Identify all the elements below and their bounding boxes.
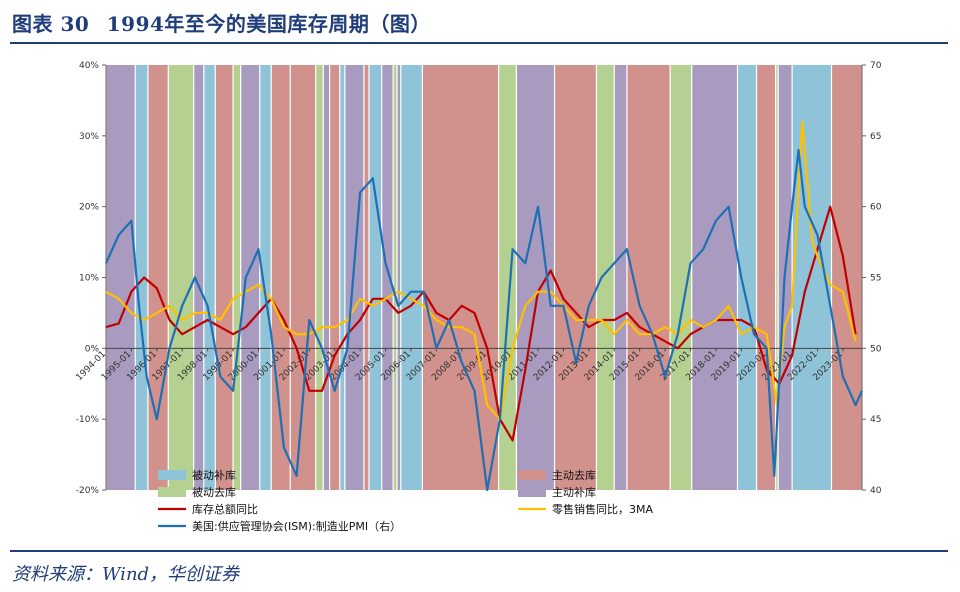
left-tick-label: 30% (79, 132, 99, 142)
right-tick-label: 50 (870, 344, 882, 354)
bottom-divider (10, 550, 948, 552)
phase-band-active-restock (106, 65, 136, 490)
phase-band-active-destock (554, 65, 597, 490)
phase-band-active-restock (381, 65, 394, 490)
series-line-inventory (105, 205, 857, 442)
right-tick-label: 65 (870, 132, 881, 142)
phase-band-active-destock (756, 65, 776, 490)
phase-band-passive-restock (400, 65, 423, 490)
figure-label: 图表 30 (12, 12, 90, 36)
phase-band-active-restock (323, 65, 330, 490)
phase-band-passive-destock (498, 65, 517, 490)
legend-label-pmi: 美国:供应管理协会(ISM):制造业PMI（右） (192, 519, 401, 533)
left-tick-label: 40% (79, 61, 99, 71)
phase-band-active-destock (363, 65, 370, 490)
left-tick-label: 10% (79, 274, 99, 284)
phase-band-passive-destock (670, 65, 692, 490)
figure-title: 1994年至今的美国库存周期（图） (106, 12, 431, 36)
series-line-pmi (104, 148, 864, 492)
right-tick-label: 55 (870, 274, 881, 284)
legend-swatch-active-destock (518, 470, 546, 480)
phase-band-passive-destock (775, 65, 779, 490)
phase-band-passive-restock (339, 65, 345, 490)
phase-band-passive-restock (203, 65, 216, 490)
phase-band-passive-destock (168, 65, 194, 490)
phase-band-active-destock (147, 65, 169, 490)
left-tick-label: 0% (85, 344, 100, 354)
phase-band-passive-destock (596, 65, 615, 490)
legend-label-passive-destock: 被动去库 (192, 486, 236, 499)
phase-band-active-restock (240, 65, 260, 490)
legend-label-retail: 零售销售同比，3MA (552, 502, 653, 516)
phase-band-active-restock (193, 65, 204, 490)
phase-band-active-destock (422, 65, 499, 490)
phase-band-active-destock (329, 65, 340, 490)
phase-band-active-restock (516, 65, 555, 490)
legend-label-active-destock: 主动去库 (552, 469, 596, 482)
phase-band-active-destock (215, 65, 234, 490)
source-note: 资料来源：Wind，华创证券 (12, 564, 240, 585)
phase-band-passive-restock (259, 65, 272, 490)
phase-band-active-destock (290, 65, 316, 490)
right-tick-label: 45 (870, 415, 881, 425)
phase-band-active-restock (691, 65, 738, 490)
legend-label-passive-restock: 被动补库 (192, 469, 236, 482)
phase-band-active-restock (344, 65, 364, 490)
right-tick-label: 70 (870, 61, 882, 71)
right-tick-label: 40 (870, 486, 882, 496)
phase-band-passive-destock (233, 65, 241, 490)
top-divider (10, 42, 948, 44)
left-tick-label: -20% (76, 486, 100, 496)
legend-label-inventory: 库存总额同比 (192, 502, 258, 516)
legend-swatch-passive-destock (158, 487, 186, 497)
phase-band-passive-restock (135, 65, 148, 490)
phase-band-active-restock (614, 65, 627, 490)
legend-label-active-restock: 主动补库 (552, 486, 596, 499)
left-tick-label: 20% (79, 203, 99, 213)
right-tick-label: 60 (870, 203, 882, 213)
legend-swatch-passive-restock (158, 470, 186, 480)
phase-band-passive-restock (369, 65, 382, 490)
phase-band-passive-destock (393, 65, 397, 490)
left-tick-label: -10% (76, 415, 100, 425)
phase-band-active-restock (396, 65, 401, 490)
chart-title: 图表 30 1994年至今的美国库存周期（图） (12, 8, 453, 37)
phase-band-passive-destock (315, 65, 324, 490)
phase-band-passive-restock (737, 65, 757, 490)
legend-swatch-active-restock (518, 487, 546, 497)
